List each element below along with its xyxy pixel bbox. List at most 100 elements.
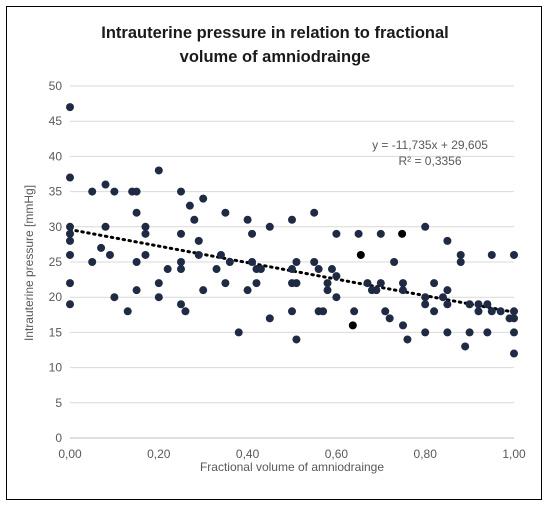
y-tick-label: 20 [49, 290, 63, 304]
data-point [354, 229, 363, 238]
y-tick-label: 25 [49, 255, 63, 269]
data-point [88, 258, 97, 266]
data-point [332, 293, 341, 302]
data-point [487, 250, 496, 259]
data-point [132, 187, 141, 196]
data-point [510, 349, 518, 358]
data-point [288, 265, 296, 274]
y-axis-ticks: 0 5 10 15 20 25 30 35 40 45 50 [49, 79, 63, 445]
trendline-equation: y = -11,735x + 29,605 [372, 138, 488, 152]
data-point [430, 307, 439, 316]
data-point [288, 307, 296, 316]
data-point [474, 300, 483, 309]
trendline-r-squared: R² = 0,3356 [398, 154, 461, 168]
data-point [243, 286, 252, 295]
data-point [177, 229, 185, 238]
data-point [332, 272, 341, 281]
data-point [438, 293, 447, 302]
x-tick-label: 0,40 [236, 447, 260, 461]
data-point [399, 279, 407, 288]
data-point [221, 208, 230, 217]
data-point [66, 236, 74, 245]
data-point [199, 194, 208, 203]
data-point [194, 250, 203, 259]
data-point [66, 279, 74, 288]
data-point [265, 222, 274, 231]
data-point [154, 293, 163, 302]
data-point [141, 250, 150, 259]
x-axis-label: Fractional volume of amniodrainge [200, 460, 384, 474]
data-point [177, 258, 185, 266]
data-point [510, 328, 518, 337]
data-point [225, 258, 234, 266]
data-point [443, 286, 452, 295]
data-point [141, 229, 150, 238]
data-point [403, 335, 412, 344]
y-axis-label: Intrauterine pressure [mmHg] [22, 185, 36, 341]
y-tick-label: 30 [49, 220, 63, 234]
data-point [154, 279, 163, 288]
data-point [66, 250, 74, 259]
data-point [483, 328, 492, 337]
data-point [66, 229, 74, 238]
data-point [483, 300, 492, 309]
x-tick-label: 0,00 [58, 447, 82, 461]
data-point [456, 258, 465, 266]
data-point [465, 328, 474, 337]
y-tick-label: 40 [49, 149, 63, 163]
data-point [348, 321, 357, 330]
data-point [292, 279, 301, 288]
data-point [256, 265, 265, 274]
data-point [310, 208, 319, 217]
data-point [181, 307, 190, 316]
y-tick-label: 50 [49, 79, 63, 93]
data-points [66, 103, 518, 358]
y-tick-label: 15 [49, 325, 63, 339]
data-point [163, 265, 172, 274]
y-tick-label: 35 [49, 185, 63, 199]
data-point [510, 314, 518, 323]
data-point [252, 279, 261, 288]
data-point [248, 258, 257, 266]
y-tick-label: 0 [55, 431, 62, 445]
data-point [376, 279, 385, 288]
data-point [465, 300, 474, 309]
data-point [66, 173, 74, 182]
data-point [323, 286, 332, 295]
data-point [332, 229, 341, 238]
data-point [216, 250, 225, 259]
data-point [323, 279, 332, 288]
data-point [243, 215, 252, 224]
data-point [350, 307, 359, 316]
data-point [443, 328, 452, 337]
data-point [292, 335, 301, 344]
data-point [177, 265, 185, 274]
data-point [265, 314, 274, 323]
data-point [132, 208, 141, 217]
data-point [194, 236, 203, 245]
data-point [385, 314, 394, 323]
data-point [456, 250, 465, 259]
x-tick-label: 0,60 [325, 447, 349, 461]
data-point [443, 236, 452, 245]
data-point [381, 307, 390, 316]
data-point [248, 229, 257, 238]
chart-title-line-1: Intrauterine pressure in relation to fra… [101, 24, 449, 42]
data-point [443, 300, 452, 309]
data-point [123, 307, 132, 316]
data-point [510, 307, 518, 316]
data-point [487, 307, 496, 316]
y-tick-label: 45 [49, 114, 63, 128]
data-point [327, 265, 336, 274]
data-point [132, 258, 141, 266]
data-point [430, 279, 439, 288]
data-point [421, 222, 430, 231]
data-point [398, 229, 407, 238]
data-point [97, 243, 106, 252]
chart-frame [6, 6, 542, 500]
data-point [399, 321, 407, 330]
data-point [190, 215, 199, 224]
data-point [199, 286, 208, 295]
data-point [234, 328, 243, 337]
y-tick-label: 5 [55, 396, 62, 410]
